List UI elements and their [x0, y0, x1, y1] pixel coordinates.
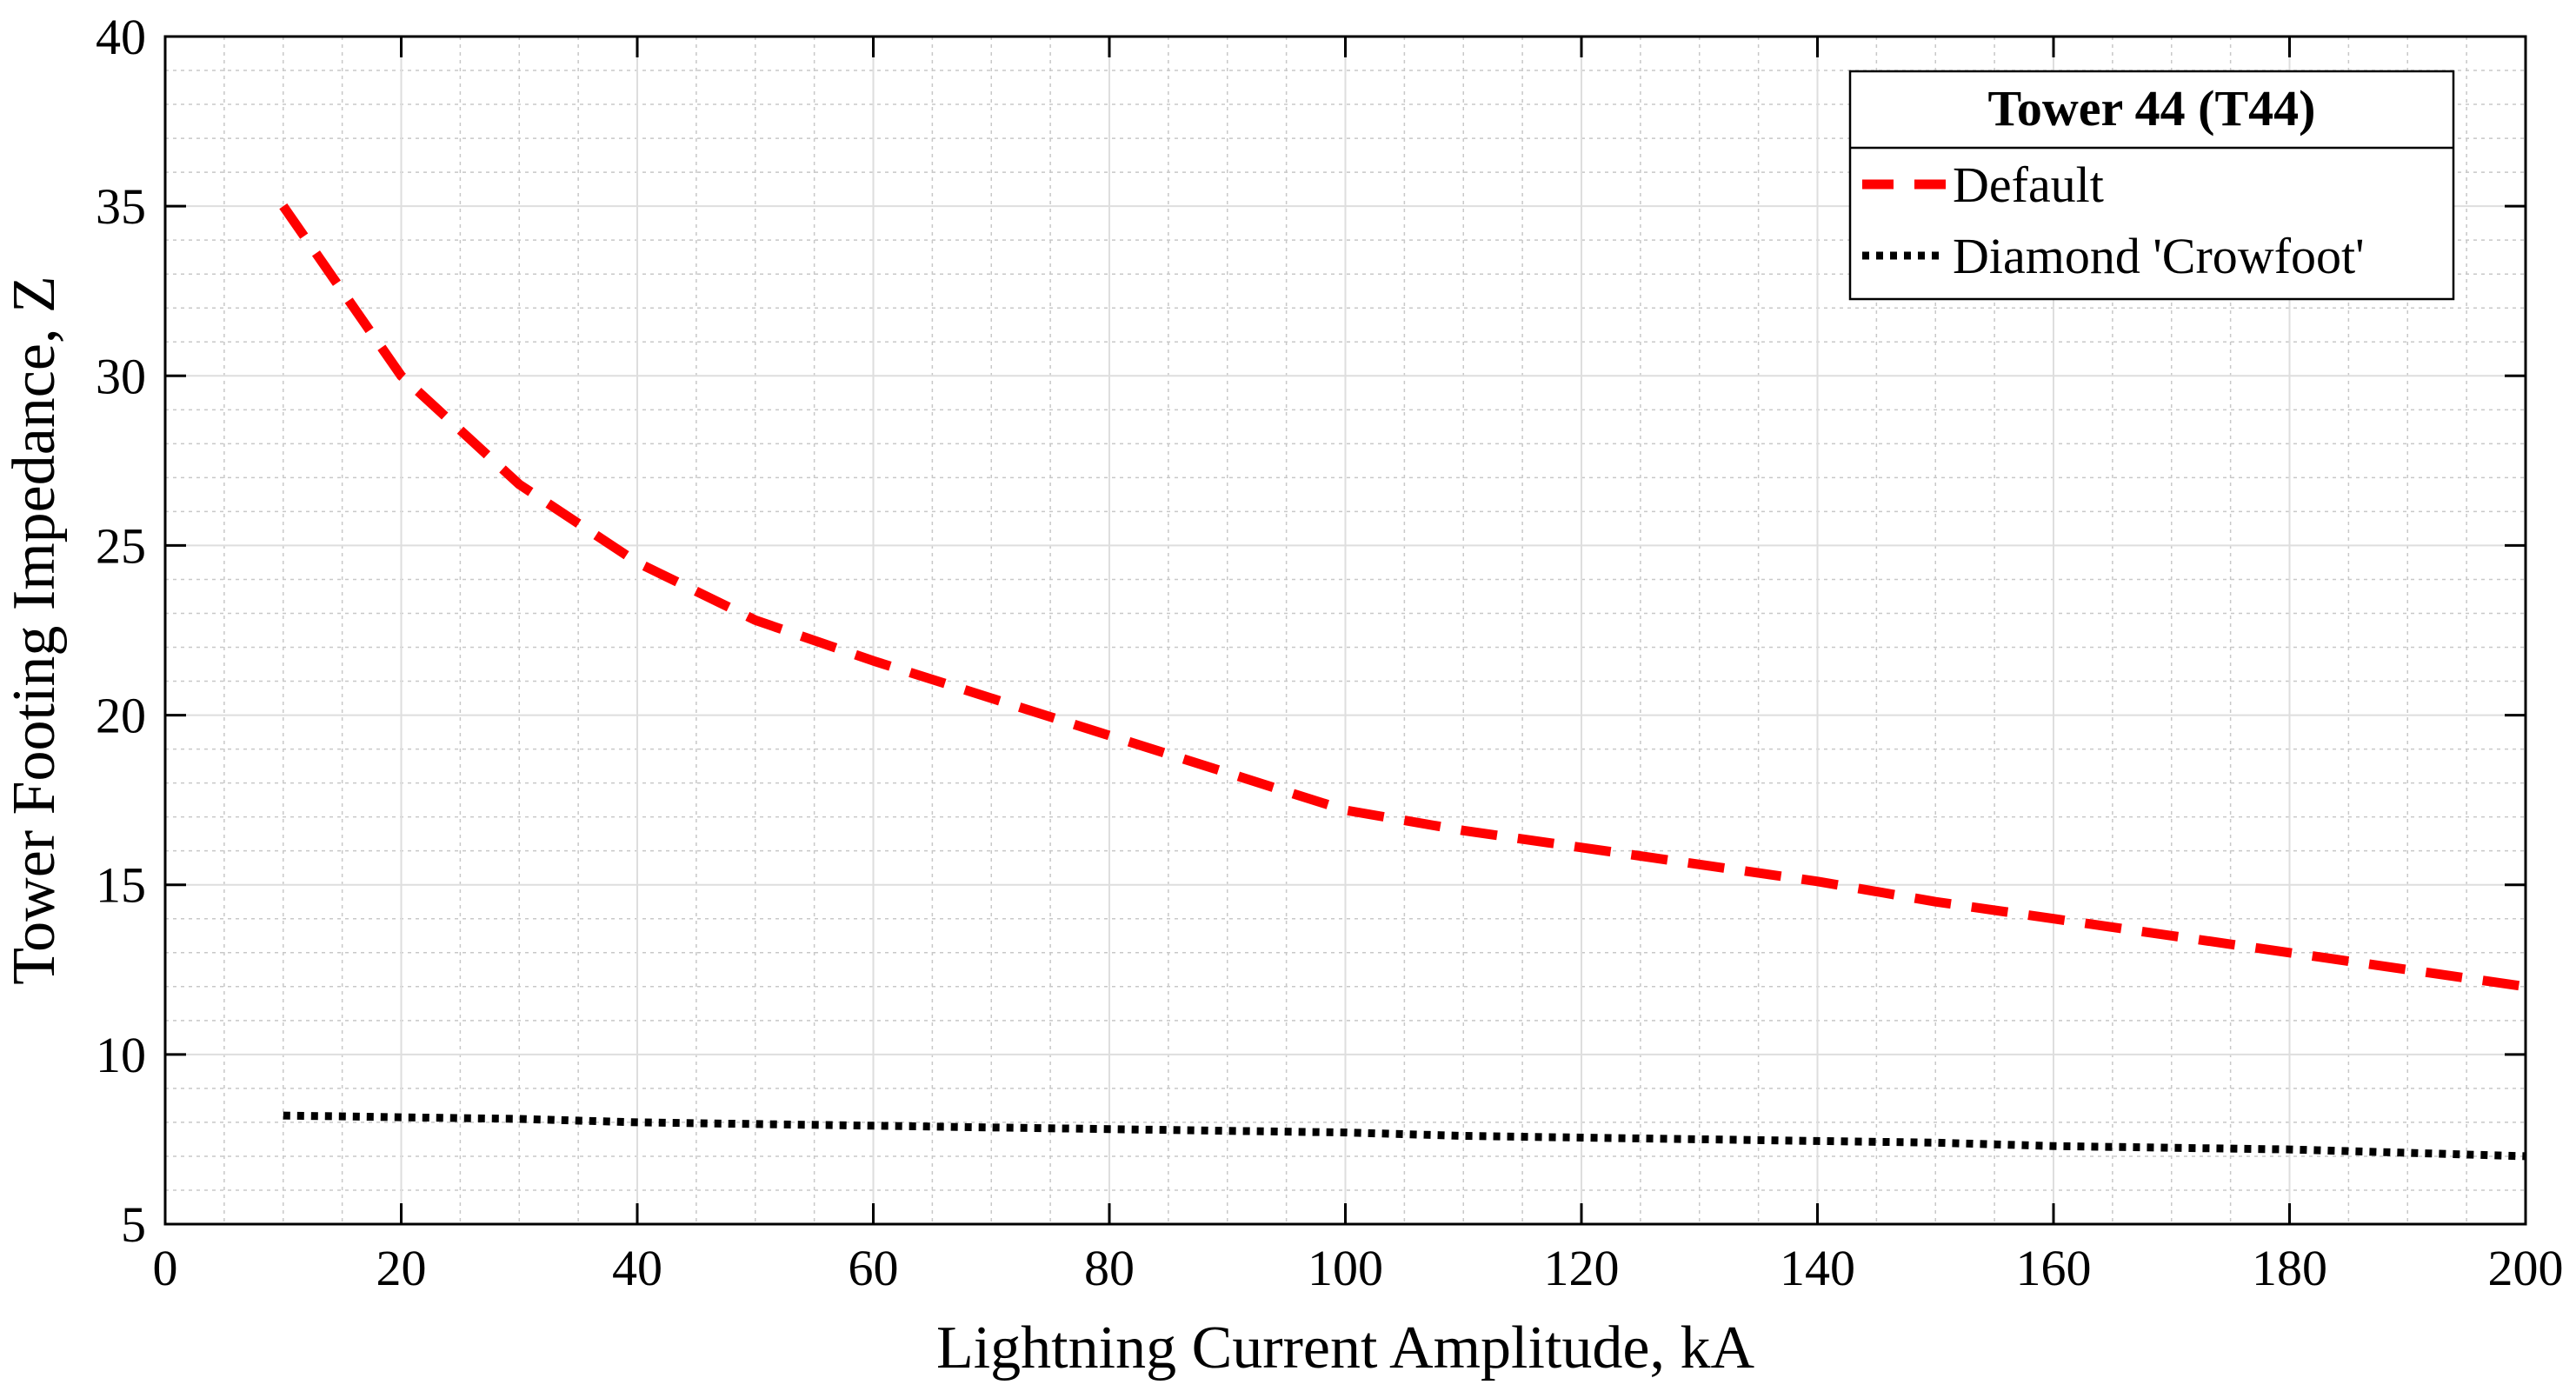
y-tick-label: 15	[96, 857, 146, 914]
x-tick-label: 120	[1544, 1240, 1620, 1296]
x-tick-label: 140	[1780, 1240, 1855, 1296]
minor-gridlines	[165, 37, 2526, 1224]
y-tick-label: 40	[96, 9, 146, 65]
x-tick-label: 160	[2016, 1240, 2092, 1296]
x-tick-label: 20	[376, 1240, 427, 1296]
y-tick-label: 10	[96, 1027, 146, 1083]
x-tick-label: 180	[2252, 1240, 2327, 1296]
y-tick-label: 25	[96, 517, 146, 574]
axis-ticks	[163, 35, 2527, 1226]
x-tick-label: 0	[153, 1240, 178, 1296]
x-tick-label: 200	[2488, 1240, 2564, 1296]
y-axis-tick-labels: 5 10 15 20 25 30 35 40	[96, 9, 146, 1253]
series-line-default	[279, 203, 2526, 992]
series-lines	[279, 203, 2526, 1161]
series-line-diamond-crowfoot	[283, 1111, 2526, 1161]
x-tick-label: 40	[612, 1240, 662, 1296]
major-gridlines	[165, 37, 2526, 1224]
legend: Tower 44 (T44) Default Diamond 'Crowfoot…	[1848, 70, 2455, 301]
x-axis-tick-labels: 0 20 40 60 80 100 120 140 160 180 200	[153, 1240, 2564, 1296]
y-tick-label: 5	[121, 1196, 146, 1253]
x-tick-label: 80	[1084, 1240, 1135, 1296]
y-tick-label: 30	[96, 348, 146, 404]
legend-label-default: Default	[1953, 156, 2104, 213]
legend-box	[1848, 70, 2455, 301]
y-axis-title: Tower Footing Impedance, Z	[1, 276, 68, 984]
y-tick-label: 20	[96, 688, 146, 744]
y-tick-label: 35	[96, 178, 146, 235]
legend-label-diamond-crowfoot: Diamond 'Crowfoot'	[1953, 228, 2365, 284]
x-axis-title: Lightning Current Amplitude, kA	[936, 1315, 1754, 1381]
legend-title: Tower 44 (T44)	[1988, 80, 2316, 136]
x-tick-label: 60	[849, 1240, 899, 1296]
x-tick-label: 100	[1308, 1240, 1383, 1296]
